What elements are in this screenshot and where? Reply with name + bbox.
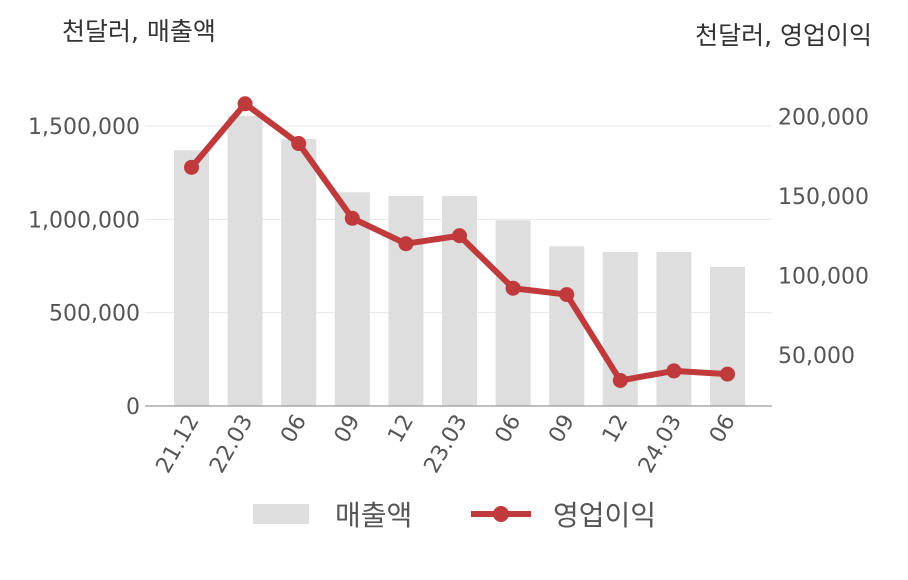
x-axis-ticks: 21.12 22.03 06 09 12 23.03 06 09 12 24.03 06 — [152, 411, 741, 478]
right-axis-unit: 천달러, 영업이익 — [695, 21, 872, 50]
x-tick-label: 21.12 — [152, 411, 205, 478]
legend-item-line: 영업이익 — [471, 494, 656, 534]
right-tick-label: 100,000 — [778, 265, 869, 290]
line-point — [666, 363, 682, 379]
legend-item-bar: 매출액 — [253, 494, 412, 534]
line-point — [505, 280, 521, 296]
x-tick-label: 23.03 — [420, 411, 473, 478]
legend-line-swatch — [471, 504, 531, 524]
line-point — [398, 236, 414, 252]
line-point — [237, 96, 253, 112]
bar — [442, 196, 477, 406]
bar — [174, 150, 209, 406]
x-tick-label: 09 — [544, 411, 580, 448]
bar-series — [174, 115, 745, 407]
x-tick-label: 06 — [276, 411, 312, 448]
x-tick-label: 06 — [491, 411, 527, 448]
line-series — [184, 96, 735, 388]
left-tick-label: 0 — [126, 395, 140, 420]
legend-bar-swatch — [253, 504, 309, 524]
left-axis-unit: 천달러, 매출액 — [62, 17, 216, 46]
right-tick-label: 200,000 — [778, 106, 869, 131]
right-tick-label: 150,000 — [778, 185, 869, 210]
x-tick-label: 12 — [383, 411, 419, 448]
legend-line-label: 영업이익 — [553, 499, 657, 532]
left-axis-ticks: 0 500,000 1,000,000 1,500,000 — [28, 115, 140, 420]
left-tick-label: 1,000,000 — [28, 208, 140, 233]
bar — [710, 266, 745, 406]
legend: 매출액 영업이익 — [0, 494, 908, 534]
x-tick-label: 06 — [705, 411, 741, 448]
line-point — [452, 228, 467, 244]
bar — [549, 246, 585, 406]
x-tick-label: 24.03 — [634, 411, 687, 478]
line-point — [720, 366, 735, 382]
x-tick-label: 22.03 — [205, 411, 258, 478]
bar — [227, 115, 263, 406]
bar — [388, 196, 424, 406]
legend-bar-label: 매출액 — [335, 499, 413, 532]
x-tick-label: 09 — [330, 411, 366, 448]
left-tick-label: 1,500,000 — [28, 115, 140, 140]
bar — [495, 220, 531, 406]
bar — [334, 192, 370, 406]
line-point — [612, 372, 628, 388]
line-point — [291, 136, 307, 152]
line-point — [344, 210, 360, 226]
bar — [281, 139, 317, 407]
line-point — [184, 159, 199, 175]
line-point — [559, 287, 575, 303]
bar — [656, 252, 692, 406]
left-tick-label: 500,000 — [49, 302, 140, 327]
right-tick-label: 50,000 — [778, 344, 855, 369]
right-axis-ticks: 50,000 100,000 150,000 200,000 — [778, 106, 869, 370]
x-tick-label: 12 — [598, 411, 634, 448]
